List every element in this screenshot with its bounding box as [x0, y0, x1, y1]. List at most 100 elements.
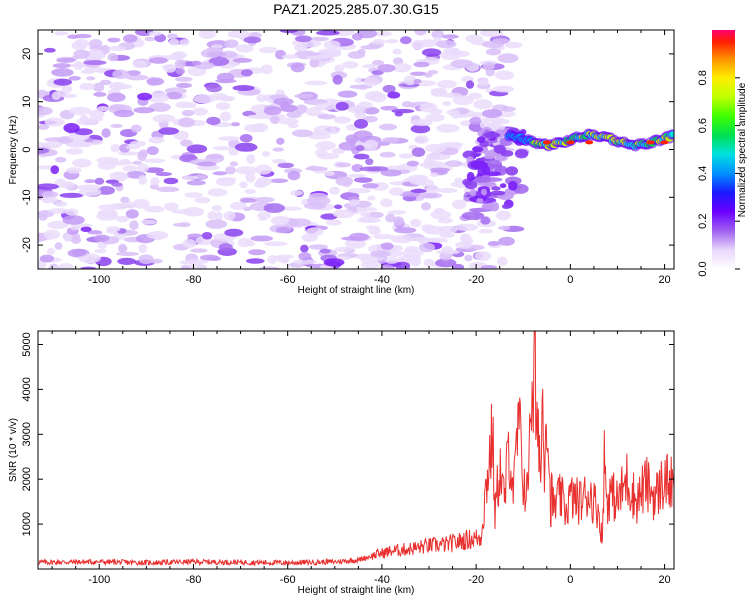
spectrogram-blob	[119, 143, 131, 153]
spectrogram-blob	[363, 106, 380, 115]
spectrogram-blob	[411, 39, 426, 50]
spectrogram-blob	[235, 166, 259, 175]
colorbar-tick-label: 0.2	[697, 214, 709, 229]
spectrogram-blob	[306, 196, 331, 206]
spectrogram-blob	[441, 92, 463, 98]
spectrogram-blob	[132, 60, 148, 69]
spectrogram-blob	[441, 34, 459, 39]
spectrogram-blob	[281, 54, 299, 59]
spectrogram-blob	[191, 60, 202, 66]
spectrogram-blob	[201, 231, 213, 240]
spectrogram-blob	[155, 172, 173, 177]
spectrogram-blob	[391, 108, 415, 114]
spectrogram-blob	[87, 49, 104, 59]
spectrogram-blob	[257, 211, 272, 220]
spectrogram-blob	[38, 106, 53, 116]
spectrogram-blob	[144, 205, 165, 213]
spectrogram-blob	[277, 162, 294, 169]
spectrogram-blob	[180, 139, 193, 147]
spectrogram-blob	[356, 30, 378, 39]
spectrogram-blob	[370, 250, 391, 258]
spectrogram-blob	[96, 186, 116, 195]
spectrogram-blob	[320, 49, 338, 58]
spectrogram-blob	[144, 36, 156, 42]
spectrogram-blob	[372, 39, 386, 45]
spectrogram-blob	[54, 242, 63, 250]
spectrogram-blob	[357, 101, 373, 109]
spectrogram-blob	[439, 232, 455, 238]
spectrogram-blob	[347, 106, 365, 114]
spectrogram-blob	[263, 106, 282, 116]
spectrogram-blob	[294, 93, 314, 99]
spectrogram-blob	[471, 146, 484, 153]
spectrogram-blob	[494, 70, 514, 81]
spectrogram-blob	[256, 176, 272, 186]
spectrogram-blob	[46, 196, 58, 203]
spectrogram-blob	[355, 145, 365, 152]
spectrogram-blob	[196, 161, 217, 167]
spectrogram-blob	[181, 109, 194, 117]
spectrogram-blob	[163, 177, 179, 185]
spectrogram-blob	[134, 30, 154, 37]
spectrogram-blob	[41, 141, 63, 149]
spectrogram-blob	[240, 69, 253, 77]
snr-ticks: -100 -80 -60 -40 -20 0 20 1000 2000 3000 4000 5000	[21, 331, 674, 586]
spectrogram-blob	[492, 38, 509, 43]
spectrogram-blob	[239, 133, 253, 143]
spectrogram-blob	[392, 48, 402, 55]
spectrogram-blob	[344, 238, 367, 249]
spectrogram-blob	[187, 263, 208, 269]
spectrogram-blob	[63, 233, 73, 242]
spectrogram-blob	[430, 88, 447, 93]
snr-ytick-label: 4000	[21, 377, 33, 401]
spectrogram-blob	[215, 102, 231, 111]
spectrogram-blob	[315, 30, 340, 36]
spectrogram-blob	[353, 177, 373, 183]
spectrogram-blob	[171, 209, 196, 215]
spectrogram-blob	[231, 122, 241, 127]
spectrogram-blob	[394, 111, 404, 117]
signal-peak	[566, 140, 575, 145]
spectrogram-blob	[450, 109, 461, 119]
spectrogram-blob	[108, 45, 126, 52]
spectrogram-blob	[132, 160, 143, 165]
spectrogram-blob	[269, 178, 289, 184]
spectrogram-blob	[118, 243, 127, 254]
spectrogram-blob	[183, 175, 199, 180]
spectrogram-blob	[410, 118, 433, 127]
spectrogram-blob	[137, 92, 153, 101]
spectrogram-blob	[313, 125, 337, 135]
snr-xlabel: Height of straight line (km)	[298, 585, 415, 596]
spectrogram-blob	[88, 45, 105, 51]
spectrogram-blob	[426, 184, 440, 194]
spectrogram-blob	[200, 48, 222, 58]
spec-ytick-label: -10	[21, 189, 33, 205]
spectrogram-blob	[191, 107, 209, 116]
spectrogram-blob	[243, 36, 262, 44]
spectrogram-blob	[298, 251, 312, 261]
spectrogram-blob	[176, 82, 192, 89]
snr-series	[38, 331, 674, 567]
spectrogram-blob	[342, 61, 359, 69]
spectrogram-blob	[436, 79, 457, 89]
spectrogram-blob	[294, 44, 308, 52]
spectrogram-blob	[469, 189, 477, 197]
spectrogram-blob	[232, 85, 255, 91]
spectrogram-blob	[355, 200, 372, 208]
spectrogram-blob	[355, 253, 373, 260]
spectrogram-blob	[74, 128, 93, 136]
spectrogram-blob	[132, 198, 150, 209]
spectrogram-blob	[217, 177, 237, 182]
spectrogram-blob	[475, 176, 488, 181]
spectrogram-blob	[334, 204, 343, 210]
spectrogram-blob	[83, 60, 107, 66]
spectrogram-blob	[208, 56, 230, 66]
spectrogram-blob	[348, 199, 360, 207]
spectrogram-blob	[403, 75, 417, 86]
spectrogram-blob	[197, 165, 220, 171]
spectrogram-blob	[469, 116, 482, 126]
spectrogram-blob	[349, 84, 373, 90]
spectrogram-blob	[47, 220, 69, 229]
spectrogram-blob	[361, 64, 380, 69]
spectrogram-blob	[413, 61, 430, 68]
